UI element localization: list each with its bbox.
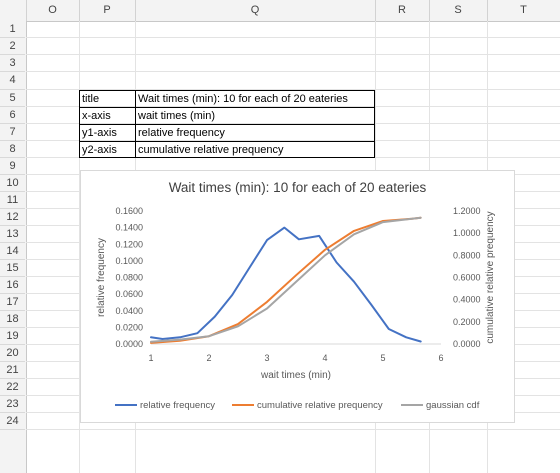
table-value-title[interactable]: Wait times (min): 10 for each of 20 eate… <box>138 93 348 105</box>
y1-tick-label: 0.1400 <box>115 223 143 233</box>
y2-tick-label: 0.2000 <box>453 317 481 327</box>
row-header-6[interactable]: 6 <box>0 107 25 124</box>
legend-label: relative frequency <box>140 400 215 411</box>
column-header-p[interactable]: P <box>79 0 136 21</box>
table-key-y2-axis[interactable]: y2-axis <box>82 144 117 156</box>
table-key-y1-axis[interactable]: y1-axis <box>82 127 117 139</box>
x-tick-label: 2 <box>206 353 211 363</box>
row-header-2[interactable]: 2 <box>0 38 25 55</box>
grid-column-line <box>79 21 80 473</box>
chart-title[interactable]: Wait times (min): 10 for each of 20 eate… <box>168 180 427 195</box>
row-header-8[interactable]: 8 <box>0 141 25 158</box>
column-header-o[interactable]: O <box>26 0 80 21</box>
series-line-cumulative-relative-prequency <box>150 216 422 344</box>
row-header-15[interactable]: 15 <box>0 260 25 277</box>
grid-row-line <box>26 89 560 90</box>
y2-tick-label: 0.4000 <box>453 295 481 305</box>
table-key-x-axis[interactable]: x-axis <box>82 110 111 122</box>
legend-swatch <box>232 404 254 407</box>
table-key-title[interactable]: title <box>82 93 100 105</box>
y2-tick-label: 0.6000 <box>453 273 481 283</box>
column-header-s[interactable]: S <box>429 0 488 21</box>
column-header-q[interactable]: Q <box>135 0 376 21</box>
y2-axis-title: cumulative relative prequency <box>485 211 496 343</box>
y2-tick-label: 1.0000 <box>453 228 481 238</box>
select-all-corner[interactable] <box>0 0 27 21</box>
row-header-12[interactable]: 12 <box>0 209 25 226</box>
row-header-7[interactable]: 7 <box>0 124 25 141</box>
legend-swatch <box>115 404 137 407</box>
y1-tick-label: 0.1000 <box>115 256 143 266</box>
x-axis-title: wait times (min) <box>260 370 331 381</box>
x-tick-label: 3 <box>264 353 269 363</box>
row-header-9[interactable]: 9 <box>0 158 25 175</box>
legend-item-relative-frequency[interactable]: relative frequency <box>115 400 215 411</box>
legend-label: cumulative relative prequency <box>257 400 383 411</box>
column-header-bar: O P Q R S T <box>0 0 560 22</box>
y1-tick-label: 0.0600 <box>115 289 143 299</box>
column-header-t[interactable]: T <box>520 4 527 16</box>
grid-row-line <box>26 37 560 38</box>
series-line-gaussian-cdf <box>150 216 422 343</box>
grid-row-line <box>26 123 560 124</box>
table-value-y1-axis[interactable]: relative frequency <box>138 127 225 139</box>
row-header-14[interactable]: 14 <box>0 243 25 260</box>
y1-axis-title: relative frequency <box>96 238 107 317</box>
row-header-5[interactable]: 5 <box>0 90 25 107</box>
legend-label: gaussian cdf <box>426 400 480 411</box>
grid-row-line <box>26 429 560 430</box>
row-header-19[interactable]: 19 <box>0 328 25 345</box>
legend-item-cumulative[interactable]: cumulative relative prequency <box>232 400 383 411</box>
y1-tick-label: 0.0400 <box>115 306 143 316</box>
row-header-4[interactable]: 4 <box>0 72 25 90</box>
grid-row-line <box>26 106 560 107</box>
info-table: title Wait times (min): 10 for each of 2… <box>79 90 375 158</box>
grid-row-line <box>26 71 560 72</box>
table-value-y2-axis[interactable]: cumulative relative prequency <box>138 144 284 156</box>
row-header-23[interactable]: 23 <box>0 396 25 413</box>
legend-item-gaussian-cdf[interactable]: gaussian cdf <box>401 400 479 411</box>
y2-tick-label: 0.8000 <box>453 250 481 260</box>
row-header-16[interactable]: 16 <box>0 277 25 294</box>
y1-tick-label: 0.0000 <box>115 339 143 349</box>
row-header-1[interactable]: 1 <box>0 21 25 38</box>
y1-tick-label: 0.1600 <box>115 206 143 216</box>
row-header-22[interactable]: 22 <box>0 379 25 396</box>
row-header-11[interactable]: 11 <box>0 192 25 209</box>
grid-row-line <box>26 140 560 141</box>
table-value-x-axis[interactable]: wait times (min) <box>138 110 216 122</box>
series-line-relative-frequency <box>150 226 422 343</box>
line-chart[interactable]: Wait times (min): 10 for each of 20 eate… <box>80 170 515 423</box>
y2-tick-label: 0.0000 <box>453 339 481 349</box>
y1-tick-label: 0.0800 <box>115 273 143 283</box>
x-tick-label: 1 <box>148 353 153 363</box>
row-header-24[interactable]: 24 <box>0 413 25 430</box>
row-header-17[interactable]: 17 <box>0 294 25 311</box>
row-header-20[interactable]: 20 <box>0 345 25 362</box>
x-tick-label: 6 <box>438 353 443 363</box>
row-header-10[interactable]: 10 <box>0 175 25 192</box>
y1-tick-label: 0.0200 <box>115 322 143 332</box>
x-tick-label: 5 <box>380 353 385 363</box>
row-header-13[interactable]: 13 <box>0 226 25 243</box>
x-tick-label: 4 <box>322 353 327 363</box>
row-header-3[interactable]: 3 <box>0 55 25 72</box>
row-header-bar: 1 2 3 4 5 6 7 8 9 10 11 12 13 14 15 16 17 18 19 20 21 22 23 24 <box>0 21 27 473</box>
column-header-r[interactable]: R <box>375 0 430 21</box>
y1-tick-label: 0.1200 <box>115 239 143 249</box>
chart-plot-area: 0.0000 0.0200 0.0400 0.0600 0.0800 0.1000 0.12… <box>96 206 496 381</box>
legend-swatch <box>401 404 423 407</box>
grid-row-line <box>26 54 560 55</box>
row-header-18[interactable]: 18 <box>0 311 25 328</box>
y2-tick-label: 1.2000 <box>453 206 481 216</box>
row-header-21[interactable]: 21 <box>0 362 25 379</box>
